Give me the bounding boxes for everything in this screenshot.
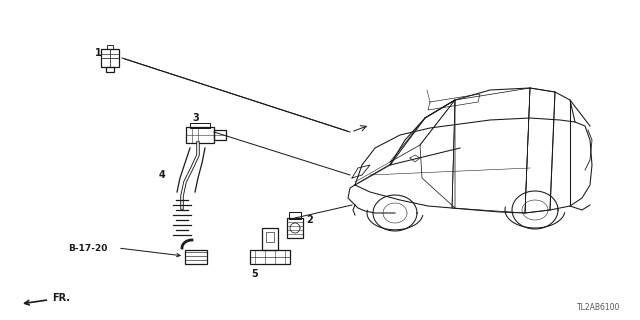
Text: B-17-20: B-17-20 [68,244,108,252]
Text: 4: 4 [159,170,165,180]
Text: FR.: FR. [24,293,70,305]
Bar [289,212,301,219]
Bar [266,232,274,242]
Text: 1: 1 [95,48,101,58]
Text: 5: 5 [252,269,259,279]
Text: 2: 2 [307,215,314,225]
Bar [262,228,278,250]
Bar [186,127,214,143]
Text: 3: 3 [193,113,200,123]
Bar [190,123,210,128]
Bar [287,218,303,238]
Bar [185,250,207,264]
Bar [101,49,119,67]
Text: TL2AB6100: TL2AB6100 [577,303,620,313]
Bar [250,250,290,264]
Bar [214,130,226,140]
Bar [106,67,114,72]
